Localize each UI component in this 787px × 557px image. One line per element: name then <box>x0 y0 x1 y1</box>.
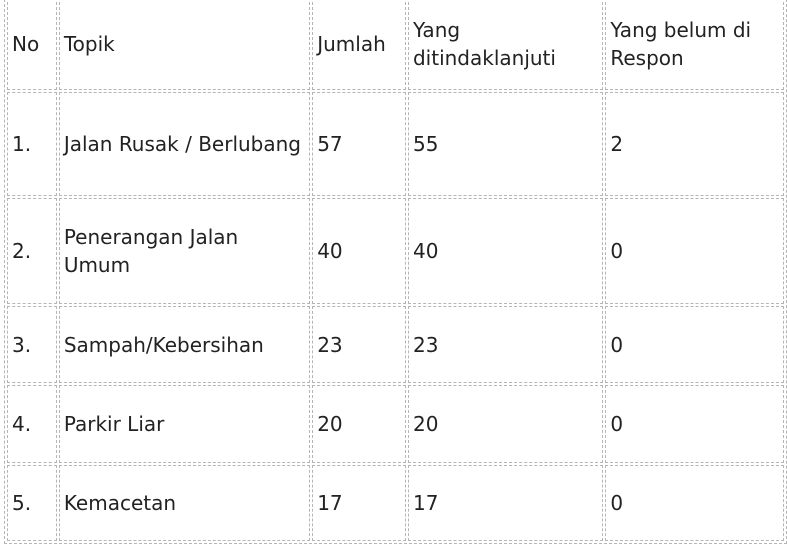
cell-belum-respon: 0 <box>605 385 784 463</box>
cell-jumlah: 40 <box>312 198 406 304</box>
cell-jumlah: 17 <box>312 465 406 541</box>
table-row: 3. Sampah/Kebersihan 23 23 0 <box>7 306 784 383</box>
cell-topik: Jalan Rusak / Berlubang <box>58 92 311 196</box>
cell-belum-respon: 0 <box>605 198 784 304</box>
cell-ditindaklanjuti: 55 <box>407 92 604 196</box>
header-ditindaklanjuti: Yang ditindaklanjuti <box>407 0 604 90</box>
table-header-row: No Topik Jumlah Yang ditindaklanjuti Yan… <box>7 0 784 90</box>
table-row: 4. Parkir Liar 20 20 0 <box>7 385 784 463</box>
cell-no: 1. <box>7 92 57 196</box>
cell-no: 5. <box>7 465 57 541</box>
cell-topik: Kemacetan <box>58 465 311 541</box>
table-row: 2. Penerangan Jalan Umum 40 40 0 <box>7 198 784 304</box>
cell-belum-respon: 2 <box>605 92 784 196</box>
cell-belum-respon: 0 <box>605 306 784 383</box>
header-topik: Topik <box>58 0 311 90</box>
header-jumlah: Jumlah <box>312 0 406 90</box>
table-row: 5. Kemacetan 17 17 0 <box>7 465 784 541</box>
cell-topik: Penerangan Jalan Umum <box>58 198 311 304</box>
report-table: No Topik Jumlah Yang ditindaklanjuti Yan… <box>4 0 787 544</box>
cell-jumlah: 23 <box>312 306 406 383</box>
cell-no: 4. <box>7 385 57 463</box>
cell-jumlah: 20 <box>312 385 406 463</box>
header-belum-respon: Yang belum di Respon <box>605 0 784 90</box>
cell-topik: Sampah/Kebersihan <box>58 306 311 383</box>
cell-belum-respon: 0 <box>605 465 784 541</box>
cell-no: 3. <box>7 306 57 383</box>
cell-ditindaklanjuti: 23 <box>407 306 604 383</box>
table-row: 1. Jalan Rusak / Berlubang 57 55 2 <box>7 92 784 196</box>
cell-topik: Parkir Liar <box>58 385 311 463</box>
cell-jumlah: 57 <box>312 92 406 196</box>
cell-ditindaklanjuti: 17 <box>407 465 604 541</box>
header-no: No <box>7 0 57 90</box>
cell-ditindaklanjuti: 40 <box>407 198 604 304</box>
cell-no: 2. <box>7 198 57 304</box>
cell-ditindaklanjuti: 20 <box>407 385 604 463</box>
